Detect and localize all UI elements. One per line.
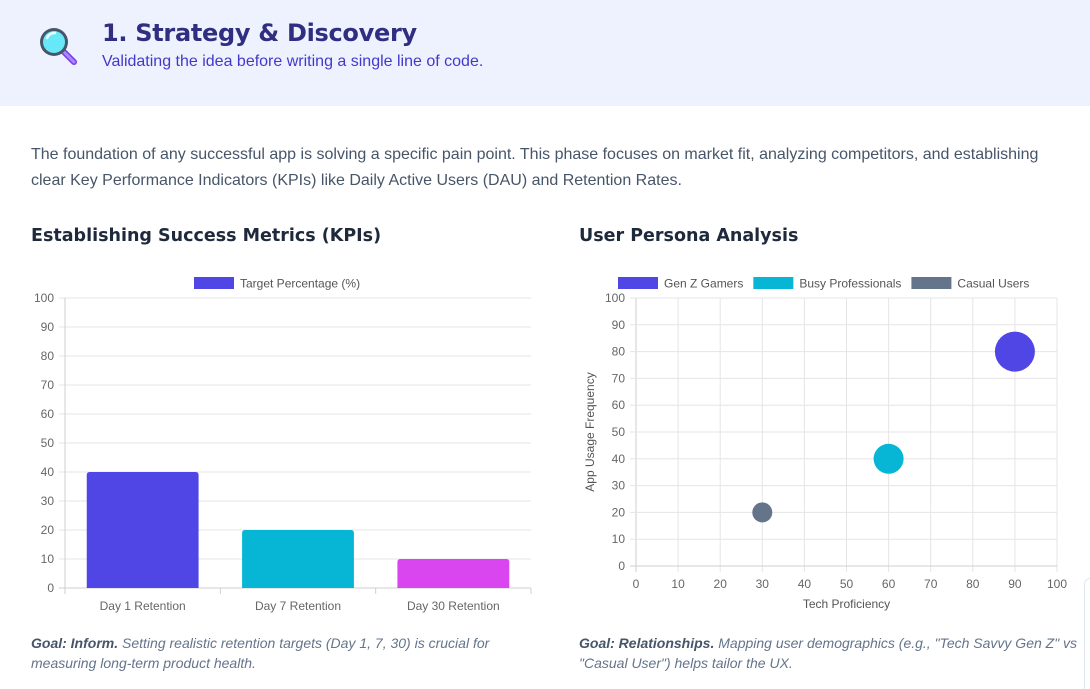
legend-swatch [753,277,794,289]
kpi-caption: Goal: Inform. Setting realistic retentio… [31,633,531,673]
x-axis-title: Tech Proficiency [803,597,890,611]
x-tick-label: Day 1 Retention [100,599,186,613]
y-tick-label: 10 [41,552,55,566]
persona-chart-title: User Persona Analysis [579,226,799,246]
x-tick-label: 70 [924,577,938,591]
legend-label: Gen Z Gamers [664,277,743,291]
persona-scatter-chart: 0 10 20 30 40 50 60 70 80 90 100 0 10 20 30 40 50 60 70 80 9… [583,277,1067,612]
x-tick-label: 10 [671,577,685,591]
kpi-caption-text: Setting realistic retention targets (Day… [31,635,490,671]
legend-swatch [194,277,234,289]
section-header: 1. Strategy & Discovery Validating the i… [0,0,1090,106]
kpi-chart-title: Establishing Success Metrics (KPIs) [31,226,382,246]
y-tick-label: 90 [612,318,626,332]
y-tick-label: 10 [612,532,626,546]
y-tick-label: 80 [41,349,55,363]
y-tick-label: 30 [612,479,626,493]
intro-paragraph: The foundation of any successful app is … [31,146,1039,189]
x-tick-label: 20 [714,577,728,591]
page-title: 1. Strategy & Discovery [102,19,417,47]
legend-label: Busy Professionals [799,277,901,291]
y-tick-label: 20 [41,523,55,537]
x-tick-label: 30 [756,577,770,591]
y-tick-label: 40 [41,465,55,479]
x-tick-label: 40 [798,577,812,591]
y-tick-label: 60 [41,407,55,421]
legend-swatch [618,277,658,289]
partial-card [1084,578,1090,689]
kpi-caption-goal: Goal: Inform. [31,635,119,651]
x-tick-label: Day 30 Retention [407,599,500,613]
bubble [873,443,904,474]
y-tick-label: 60 [612,398,626,412]
y-tick-label: 100 [34,291,54,305]
x-tick-label: 50 [840,577,854,591]
y-tick-label: 40 [612,452,626,466]
y-tick-label: 90 [41,320,55,334]
bar [397,559,510,588]
y-tick-label: 0 [47,581,54,595]
bar [86,472,199,588]
x-tick-label: 60 [882,577,896,591]
y-tick-label: 80 [612,345,626,359]
y-tick-label: 20 [612,505,626,519]
page-subtitle: Validating the idea before writing a sin… [102,53,484,70]
magnifier-icon [40,28,77,65]
x-tick-label: 90 [1008,577,1022,591]
x-tick-label: Day 7 Retention [255,599,341,613]
y-tick-label: 0 [618,559,625,573]
y-tick-label: 100 [605,291,625,305]
x-tick-label: 80 [966,577,980,591]
persona-caption-text: Mapping user demographics (e.g., "Tech S… [579,635,1078,671]
y-tick-label: 30 [41,494,55,508]
y-tick-label: 70 [612,371,626,385]
legend-swatch [911,277,952,289]
kpi-bar-chart: 0 10 20 30 40 50 60 70 80 90 100 Day 1 Retention Day… [34,277,532,613]
persona-caption: Goal: Relationships. Mapping user demogr… [579,633,1079,673]
x-tick-label: 100 [1047,577,1067,591]
bar [242,530,354,588]
y-tick-label: 70 [41,378,55,392]
bubble [752,502,773,523]
legend-label: Casual Users [957,277,1029,291]
legend-label: Target Percentage (%) [240,277,360,291]
y-tick-label: 50 [41,436,55,450]
bubble [994,331,1035,372]
persona-caption-goal: Goal: Relationships. [579,635,715,651]
y-tick-label: 50 [612,425,626,439]
y-axis-title: App Usage Frequency [583,372,597,491]
x-tick-label: 0 [633,577,640,591]
